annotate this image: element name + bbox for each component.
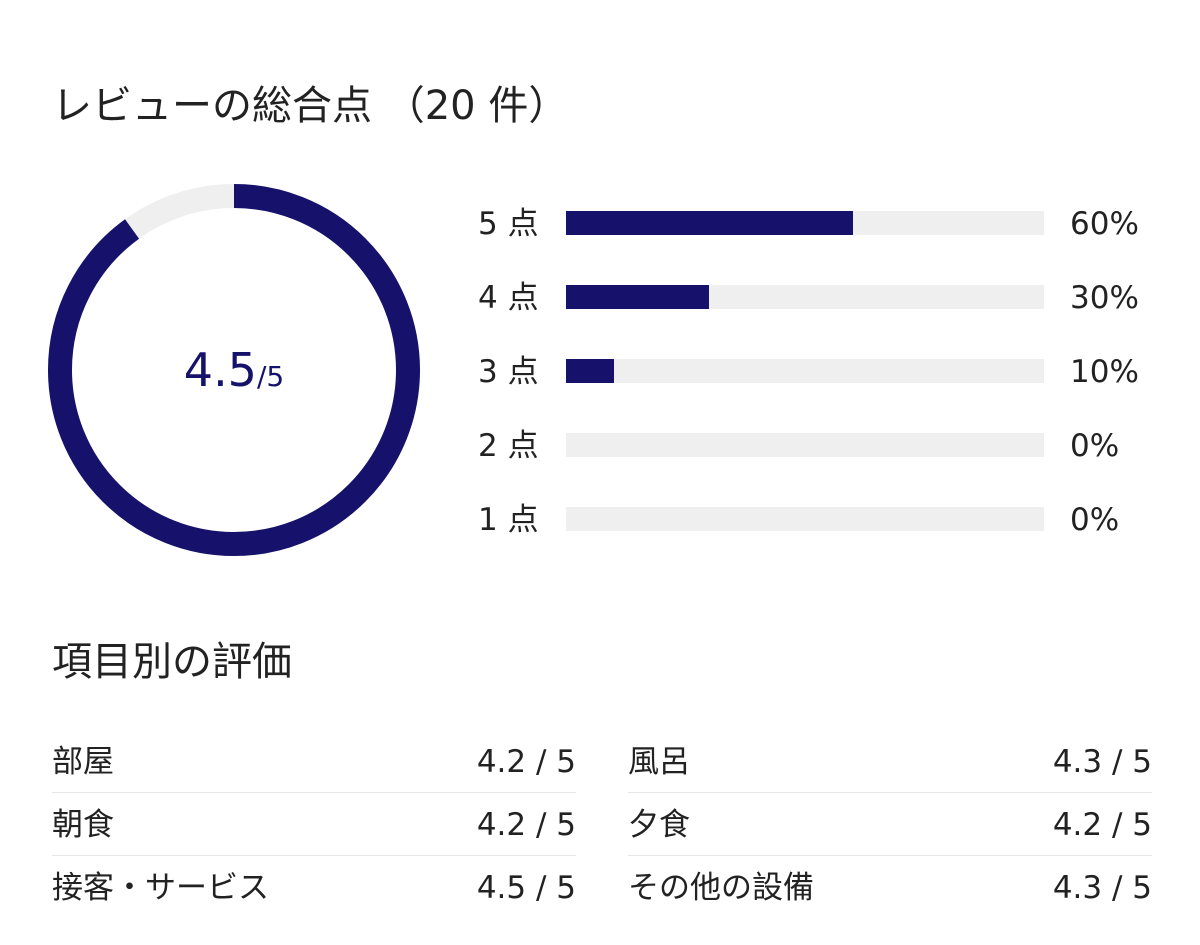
- rating-percent: 0%: [1070, 502, 1120, 538]
- category-ratings-title: 項目別の評価: [52, 639, 292, 685]
- category-label: 朝食: [52, 807, 114, 843]
- rating-bar-track: [566, 433, 1044, 457]
- rating-bar-track: [566, 507, 1044, 531]
- category-item-dinner: 夕食 4.2 / 5: [628, 793, 1152, 856]
- category-label: 風呂: [628, 744, 690, 780]
- rating-percent: 10%: [1070, 354, 1139, 390]
- category-column-right: 風呂 4.3 / 5 夕食 4.2 / 5 その他の設備 4.3 / 5: [628, 730, 1152, 918]
- category-score: 4.5 / 5: [476, 870, 576, 906]
- rating-bar-track: [566, 359, 1044, 383]
- overall-score-donut: 4.5 /5: [48, 184, 420, 556]
- category-label: 接客・サービス: [52, 870, 269, 906]
- category-item-room: 部屋 4.2 / 5: [52, 730, 576, 793]
- rating-label: 4 点: [478, 280, 539, 316]
- review-summary-title: レビューの総合点 （20 件）: [52, 83, 569, 129]
- category-item-service: 接客・サービス 4.5 / 5: [52, 856, 576, 918]
- rating-percent: 30%: [1070, 280, 1139, 316]
- rating-bar-fill: [566, 211, 853, 235]
- donut-progress-arc: [48, 184, 420, 556]
- rating-bar-fill: [566, 359, 614, 383]
- category-label: 夕食: [628, 807, 690, 843]
- rating-row-5: 5 点 60%: [478, 188, 1168, 262]
- rating-bar-track: [566, 211, 1044, 235]
- rating-label: 3 点: [478, 354, 539, 390]
- category-item-bath: 風呂 4.3 / 5: [628, 730, 1152, 793]
- overall-score-value: 4.5: [183, 343, 257, 397]
- category-label: その他の設備: [628, 870, 814, 906]
- rating-percent: 60%: [1070, 206, 1139, 242]
- rating-row-1: 1 点 0%: [478, 484, 1168, 558]
- rating-label: 1 点: [478, 502, 539, 538]
- rating-row-3: 3 点 10%: [478, 336, 1168, 410]
- category-score: 4.3 / 5: [1052, 744, 1152, 780]
- category-label: 部屋: [52, 744, 114, 780]
- category-score: 4.3 / 5: [1052, 870, 1152, 906]
- overall-score: 4.5 /5: [48, 184, 420, 556]
- overall-score-max: /5: [256, 360, 285, 393]
- rating-row-4: 4 点 30%: [478, 262, 1168, 336]
- rating-label: 5 点: [478, 206, 539, 242]
- rating-label: 2 点: [478, 428, 539, 464]
- donut-chart: [48, 184, 420, 556]
- category-item-breakfast: 朝食 4.2 / 5: [52, 793, 576, 856]
- rating-percent: 0%: [1070, 428, 1120, 464]
- category-score: 4.2 / 5: [476, 807, 576, 843]
- rating-row-2: 2 点 0%: [478, 410, 1168, 484]
- category-item-facilities: その他の設備 4.3 / 5: [628, 856, 1152, 918]
- rating-bar-fill: [566, 285, 710, 309]
- category-score: 4.2 / 5: [1052, 807, 1152, 843]
- rating-distribution: 5 点 60% 4 点 30% 3 点 10% 2 点 0% 1 点 0%: [478, 188, 1168, 558]
- category-score: 4.2 / 5: [476, 744, 576, 780]
- rating-bar-track: [566, 285, 1044, 309]
- category-column-left: 部屋 4.2 / 5 朝食 4.2 / 5 接客・サービス 4.5 / 5: [52, 730, 576, 918]
